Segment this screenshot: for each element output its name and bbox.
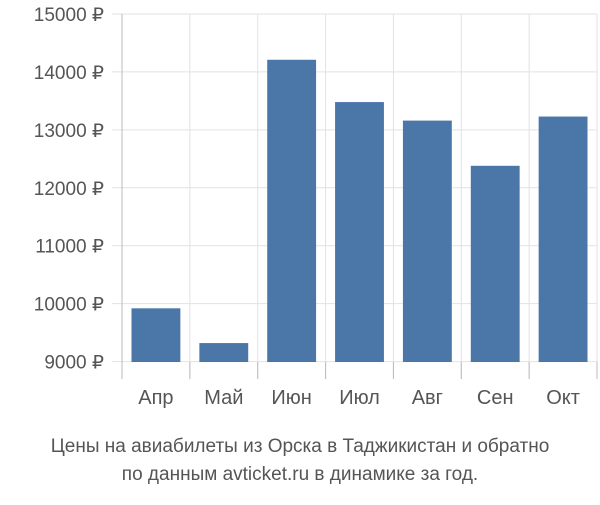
- bar: [267, 59, 317, 363]
- y-tick-label: 11000 ₽: [35, 237, 104, 258]
- bar: [199, 343, 249, 362]
- x-tick-label: Июн: [271, 387, 311, 409]
- x-tick-label: Окт: [546, 387, 580, 409]
- bar: [538, 116, 588, 362]
- bar: [470, 165, 520, 362]
- x-tick-label: Апр: [138, 387, 173, 409]
- y-tick-label: 10000 ₽: [34, 295, 104, 316]
- x-tick-label: Авг: [412, 387, 443, 409]
- bar: [335, 102, 384, 363]
- x-tick-label: Июл: [339, 387, 380, 409]
- y-tick-label: 14000 ₽: [34, 63, 104, 84]
- y-tick-label: 12000 ₽: [34, 179, 104, 200]
- chart-caption-line-2: по данным avticket.ru в динамике за год.: [121, 464, 479, 485]
- x-tick-label: Сен: [477, 387, 514, 409]
- x-tick-label: Май: [204, 387, 243, 409]
- bar: [402, 120, 452, 362]
- y-tick-label: 13000 ₽: [34, 121, 104, 142]
- y-tick-label: 15000 ₽: [34, 5, 104, 26]
- chart-caption-line-1: Цены на авиабилеты из Орска в Таджикиста…: [50, 436, 550, 457]
- bar: [131, 308, 181, 362]
- y-tick-label: 9000 ₽: [44, 353, 104, 374]
